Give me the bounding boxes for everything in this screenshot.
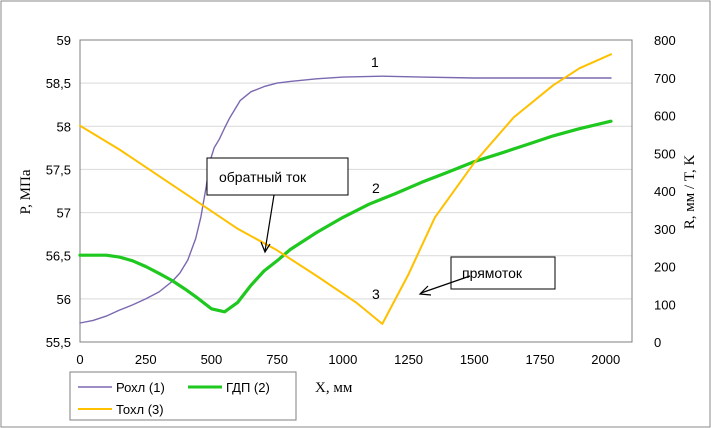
x-tick-label: 1000 [328,352,357,367]
callout-counterflow-box [206,157,349,196]
series-layer [78,53,613,325]
y-right-tick-label: 200 [654,260,676,275]
y-left-tick-label: 55,5 [46,335,71,350]
curve-label-3: 3 [372,286,380,302]
callout-parallelflow-arrowhead [418,285,432,296]
series-line-2 [78,119,613,314]
y-right-axis-title: R, мм / T, K [682,155,698,230]
y-left-tick-label: 58,5 [46,76,71,91]
y-left-tick-label: 57,5 [46,162,71,177]
y-right-tick-label: 700 [654,71,676,86]
y-left-tick-label: 57 [57,206,71,221]
callout-parallelflow: прямоток [418,256,556,296]
series-line-3 [79,53,612,325]
legend-box [69,371,297,421]
x-tick-label: 1750 [526,352,555,367]
x-tick-label: 1250 [394,352,423,367]
y-left-axis-title: P, МПа [18,169,34,214]
legend: Рохл (1) ГДП (2) Тохл (3) [69,371,297,421]
y-right-tick-label: 300 [654,222,676,237]
x-axis-title: X, мм [315,380,353,396]
y-left-tick-label: 56,5 [46,249,71,264]
y-right-tick-label: 100 [654,297,676,312]
x-tick-label: 250 [135,352,157,367]
legend-label-rohl: Рохл (1) [116,380,165,395]
y-right-tick-label: 0 [654,335,661,350]
y-left-tick-label: 56 [57,292,71,307]
callout-counterflow: обратный ток [206,157,349,254]
callout-counterflow-text: обратный ток [219,169,307,185]
x-tick-label: 1500 [460,352,489,367]
x-tick-label: 0 [76,352,83,367]
y-left-tick-label: 58 [57,119,71,134]
series-line-1 [79,75,612,324]
legend-label-gdp: ГДП (2) [226,380,270,395]
callout-parallelflow-text: прямоток [462,265,523,281]
y-left-tick-label: 59 [57,33,71,48]
ticks-layer: 55,5 56 56,5 57 57,5 58 58,5 59 0 100 200 300 400 500… [46,33,676,367]
callout-counterflow-leader [264,194,275,252]
y-right-tick-label: 400 [654,184,676,199]
curve-label-2: 2 [372,180,380,196]
y-right-tick-label: 800 [654,33,676,48]
curve-label-1: 1 [371,54,379,70]
y-right-tick-label: 500 [654,146,676,161]
grid-layer [80,82,632,300]
plot-area-border [79,39,633,343]
y-right-tick-label: 600 [654,109,676,124]
callout-parallelflow-box [450,256,556,290]
callout-counterflow-arrowhead [260,241,271,254]
callout-parallelflow-leader [420,275,471,294]
x-tick-label: 750 [266,352,288,367]
x-tick-label: 2000 [591,352,620,367]
legend-label-tohl: Тохл (3) [116,402,164,417]
x-tick-label: 500 [201,352,223,367]
